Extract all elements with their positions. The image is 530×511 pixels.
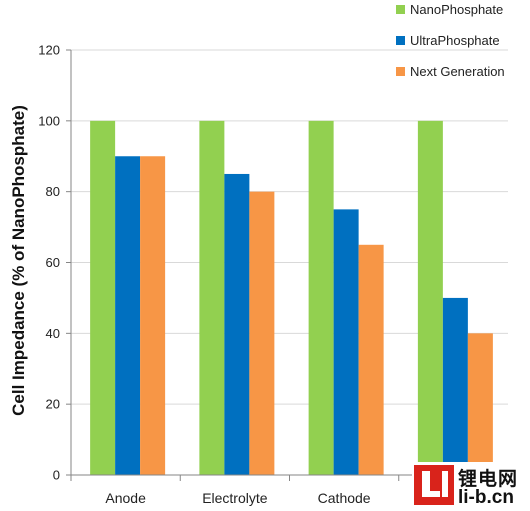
x-category-label: Anode xyxy=(105,490,146,506)
bar-cathode-nanophosphate xyxy=(308,120,334,475)
bar-anode-next-generation xyxy=(140,156,166,475)
y-tick-label: 80 xyxy=(46,184,60,199)
y-tick-label: 20 xyxy=(46,397,60,412)
bar-electrolyte-ultraphosphate xyxy=(224,173,250,476)
y-axis-ticks: 0 20 40 60 80 100 120 xyxy=(38,43,71,483)
bar-anode-ultraphosphate xyxy=(115,156,141,475)
bars xyxy=(90,120,493,476)
x-category-label: Electrolyte xyxy=(202,490,268,506)
y-tick-label: 0 xyxy=(53,468,60,483)
bar-electrolyte-nanophosphate xyxy=(199,120,225,475)
bar-cell-nanophosphate xyxy=(417,120,443,475)
bar-cell-next-generation xyxy=(467,333,493,475)
y-tick-label: 60 xyxy=(46,255,60,270)
bar-cathode-ultraphosphate xyxy=(333,209,359,475)
li-logo-icon xyxy=(414,465,454,505)
legend-label: NanoPhosphate xyxy=(410,2,503,17)
x-category-label: Cathode xyxy=(318,490,371,506)
y-tick-label: 120 xyxy=(38,43,60,58)
y-tick-label: 40 xyxy=(46,326,60,341)
bar-electrolyte-next-generation xyxy=(249,191,275,475)
legend-label: UltraPhosphate xyxy=(410,33,500,48)
watermark-site-text: li-b.cn xyxy=(458,487,514,508)
y-axis-label: Cell Impedance (% of NanoPhosphate) xyxy=(9,105,28,416)
watermark-logo: 锂电网 li-b.cn xyxy=(412,462,530,511)
legend-label: Next Generation xyxy=(410,64,505,79)
y-tick-label: 100 xyxy=(38,113,60,128)
legend-swatch-nanophosphate xyxy=(396,5,405,14)
bar-cathode-next-generation xyxy=(358,244,384,475)
legend-swatch-ultraphosphate xyxy=(396,36,405,45)
legend: NanoPhosphate UltraPhosphate Next Generati… xyxy=(396,2,505,79)
watermark-chinese-text: 锂电网 xyxy=(458,468,519,490)
bar-cell-ultraphosphate xyxy=(442,297,468,475)
legend-swatch-next-generation xyxy=(396,67,405,76)
bar-anode-nanophosphate xyxy=(90,120,116,475)
